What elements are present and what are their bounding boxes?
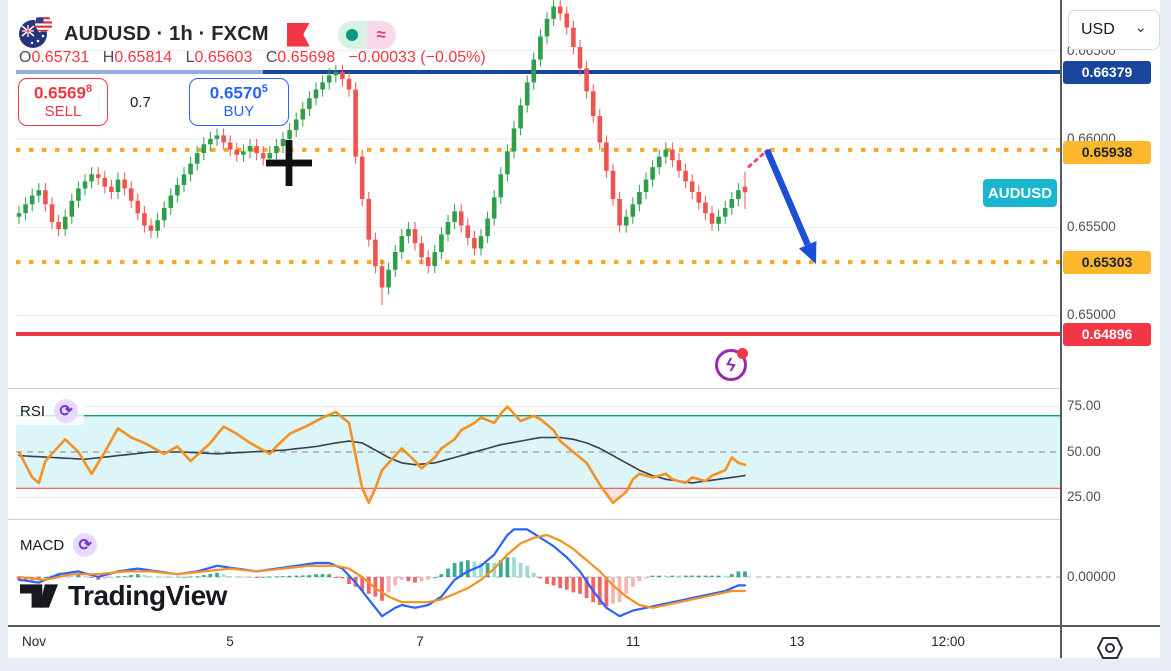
pane-divider[interactable] [8, 388, 1160, 389]
symbol-price-marker[interactable]: AUDUSD [983, 179, 1057, 207]
tradingview-wordmark: TradingView [68, 580, 227, 611]
symbol-flag-icon [18, 14, 54, 55]
price-level-label: 0.66379 [1063, 60, 1151, 84]
currency-value: USD [1081, 21, 1115, 38]
symbol-title[interactable]: AUDUSD · 1h · FXCM [64, 23, 269, 45]
refresh-icon[interactable]: ⟳ [54, 399, 79, 423]
tradingview-logo: TradingView [20, 580, 227, 612]
price-level-label: 0.65938 [1063, 140, 1151, 164]
price-axis[interactable]: 0.66500 0.66000 0.65500 0.65000 75.00 50.00 25… [1061, 0, 1160, 658]
chart-surface[interactable] [8, 0, 1160, 658]
close-label: C [265, 49, 278, 66]
price-tick: 75.00 [1067, 398, 1101, 413]
alert-badge [737, 348, 748, 359]
macd-pane-label[interactable]: MACD ⟳ [14, 531, 104, 559]
time-label: Nov [22, 634, 47, 649]
order-panel: 0.65698 SELL 0.7 0.65705 BUY [18, 78, 289, 126]
buy-button[interactable]: 0.65705 BUY [188, 78, 289, 126]
approx-price-icon: ≈ [366, 20, 396, 49]
time-label: 5 [226, 634, 234, 649]
currency-select[interactable]: USD ⌄ [1068, 10, 1160, 50]
time-label: 11 [625, 634, 641, 649]
price-tick: 0.65000 [1067, 307, 1116, 322]
market-status-pill[interactable]: ≈ [337, 20, 396, 49]
change-value: −0.00033 (−0.05%) [348, 49, 486, 66]
sell-button[interactable]: 0.65698 SELL [18, 78, 108, 126]
time-label: 13 [789, 634, 805, 649]
macd-label: MACD [20, 536, 65, 554]
price-tick: 25.00 [1067, 489, 1101, 504]
refresh-icon[interactable]: ⟳ [73, 533, 98, 557]
high-value: 0.65814 [114, 49, 173, 66]
high-label: H [102, 49, 115, 66]
low-label: L [185, 49, 195, 66]
low-value: 0.65603 [194, 49, 253, 66]
lightning-alert-icon[interactable]: ϟ [715, 348, 748, 381]
rsi-pane-label[interactable]: RSI ⟳ [14, 397, 85, 425]
price-tick: 0.00000 [1067, 569, 1116, 584]
tradingview-glyph-icon [20, 584, 58, 608]
time-label: 12:00 [931, 634, 965, 649]
price-axis-border [1059, 0, 1062, 658]
open-value: 0.65731 [31, 49, 90, 66]
time-axis-border [8, 625, 1160, 627]
open-label: O [19, 49, 32, 66]
bookmark-flag-icon[interactable] [286, 22, 310, 47]
price-level-label: 0.64896 [1063, 322, 1151, 346]
pane-divider[interactable] [8, 519, 1160, 520]
spread-value: 0.7 [130, 93, 151, 111]
window-gutter [0, 658, 1171, 671]
price-tick: 0.65500 [1067, 219, 1116, 234]
time-label: 7 [416, 634, 424, 649]
price-level-label: 0.65303 [1063, 250, 1151, 274]
ohlc-row: O0.65731 H0.65814 L0.65603 C0.65698 −0.0… [19, 49, 486, 67]
data-feed-icon [337, 20, 367, 49]
price-tick: 50.00 [1067, 444, 1101, 459]
timezone-settings-icon[interactable] [1096, 636, 1124, 665]
chevron-down-icon: ⌄ [1134, 19, 1147, 36]
price-chart-svg[interactable] [16, 0, 1068, 658]
close-value: 0.65698 [277, 49, 336, 66]
rsi-label: RSI [20, 402, 46, 420]
